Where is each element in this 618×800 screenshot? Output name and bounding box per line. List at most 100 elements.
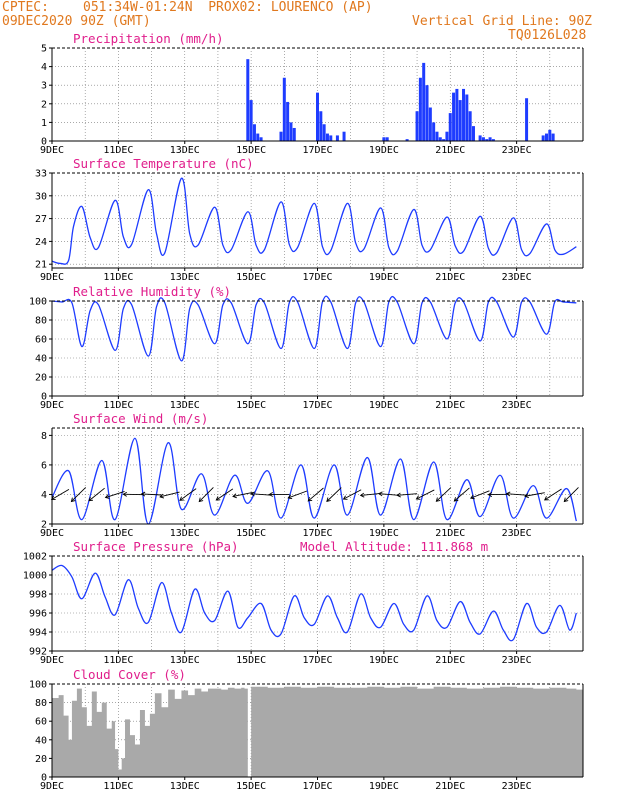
pressure-xtick-label: 23DEC (502, 655, 532, 666)
pressure-ytick-label: 1000 (23, 571, 47, 582)
wind-arrow (524, 492, 545, 497)
wind-xtick-label: 17DEC (302, 528, 332, 539)
precip-bar (246, 59, 250, 141)
wind-arrow-head (122, 491, 128, 497)
precip-bar (551, 133, 555, 141)
precip-bar (342, 131, 346, 141)
precip-bar (252, 124, 256, 141)
wind-arrow (360, 493, 381, 496)
humidity-series-line (51, 295, 577, 362)
precip-bar (488, 137, 492, 141)
cloud-cover-xtick-label: 11DEC (103, 781, 133, 792)
header-source: CPTEC: (2, 0, 49, 15)
humidity-xtick-label: 9DEC (40, 400, 64, 411)
precipitation-xtick-label: 19DEC (369, 145, 399, 156)
pressure-xtick-label: 15DEC (236, 655, 266, 666)
precipitation-xtick-label: 17DEC (302, 145, 332, 156)
pressure-panel: 992 994 996 998 1000 1002 9DEC 11DEC 13DEC 15DEC 1… (23, 539, 584, 666)
precipitation-xtick-label: 21DEC (435, 145, 465, 156)
wind-arrow-head (104, 494, 110, 499)
wind-arrow-head (396, 492, 401, 498)
wind-arrow (51, 489, 70, 500)
precip-bar (445, 131, 449, 141)
cloud-cover-title: Cloud Cover (%) (73, 667, 186, 682)
precip-bar (286, 101, 290, 141)
precip-bar (319, 111, 323, 141)
precip-bar (462, 88, 466, 141)
humidity-xtick-label: 21DEC (435, 400, 465, 411)
cloud-cover-xtick-label: 13DEC (170, 781, 200, 792)
humidity-title: Relative Humidity (%) (73, 284, 231, 299)
wind-arrow-head (543, 496, 549, 501)
humidity-xtick-label: 13DEC (170, 400, 200, 411)
precipitation-panel: 0 1 2 3 4 5 9DEC 11DEC 13DEC 15DEC 17DEC 19DEC 21DEC… (40, 31, 584, 156)
wind-arrow-head (563, 497, 569, 503)
precipitation-xtick-label: 13DEC (170, 145, 200, 156)
header-location: 051:34W-01:24N PROX02: LOURENCO (AP) (83, 0, 373, 15)
precipitation-xtick-label: 11DEC (103, 145, 133, 156)
pressure-xtick-label: 17DEC (302, 655, 332, 666)
precip-bar (438, 137, 442, 141)
precip-bar (452, 92, 456, 141)
pressure-ytick-label: 996 (29, 609, 47, 620)
precip-bar (256, 133, 260, 141)
precip-bar (428, 107, 432, 141)
wind-arrow (232, 492, 253, 497)
wind-arrow (470, 490, 490, 499)
precipitation-ytick-label: 2 (41, 99, 47, 110)
precip-bar (485, 139, 489, 141)
humidity-ytick-label: 0 (41, 392, 47, 403)
precip-bar (458, 100, 462, 141)
wind-arrow (198, 487, 214, 502)
precip-bar (385, 137, 389, 141)
wind-arrow-head (453, 497, 459, 502)
temperature-xtick-label: 17DEC (302, 272, 332, 283)
wind-arrow (141, 493, 162, 496)
wind-arrow (88, 487, 105, 502)
header-code: TQ0126L028 (508, 28, 587, 43)
precip-bar (432, 122, 436, 141)
wind-arrow-head (179, 496, 184, 501)
wind-arrow-head (326, 497, 331, 502)
cloud-cover-xtick-label: 9DEC (40, 781, 64, 792)
wind-arrow (416, 489, 435, 500)
wind-arrow-head (88, 496, 94, 502)
wind-arrow-head (268, 492, 273, 497)
wind-arrow (436, 487, 452, 502)
wind-arrow (159, 491, 180, 498)
precip-bar (325, 133, 329, 141)
humidity-panel: 0 20 40 60 80 100 9DEC 11DEC 13DEC 15DEC 17DEC 19DE… (29, 284, 584, 411)
temperature-xtick-label: 9DEC (40, 272, 64, 283)
temperature-panel: 21 24 27 30 33 9DEC 11DEC 13DEC 15DEC 17DEC 19DEC 2… (35, 156, 584, 283)
pressure-ytick-label: 994 (29, 628, 47, 639)
precip-bar (322, 124, 326, 141)
wind-arrow (216, 488, 234, 501)
precipitation-ytick-label: 5 (41, 44, 47, 55)
pressure-ytick-label: 992 (29, 647, 47, 658)
wind-arrow-head (307, 496, 313, 502)
precipitation-title: Precipitation (mm/h) (73, 31, 224, 46)
wind-arrow-head (250, 491, 255, 497)
precip-bar (478, 135, 482, 141)
cloud-cover-ytick-label: 100 (29, 680, 47, 691)
temperature-ytick-label: 30 (35, 191, 47, 202)
humidity-ytick-label: 20 (35, 373, 47, 384)
precip-bar (418, 77, 422, 141)
temperature-ytick-label: 33 (35, 169, 47, 180)
wind-arrow (288, 490, 308, 499)
cloud-cover-xtick-label: 23DEC (502, 781, 532, 792)
humidity-xtick-label: 17DEC (302, 400, 332, 411)
temperature-title: Surface Temperature (nC) (73, 156, 254, 171)
temperature-xtick-label: 21DEC (435, 272, 465, 283)
wind-arrow (343, 489, 362, 500)
wind-title: Surface Wind (m/s) (73, 411, 208, 426)
cloud-cover-xtick-label: 17DEC (302, 781, 332, 792)
precip-bar (435, 131, 439, 141)
wind-arrow-head (287, 494, 293, 500)
wind-ytick-label: 2 (41, 520, 47, 531)
wind-ytick-label: 8 (41, 431, 47, 442)
precip-bar (541, 135, 545, 141)
cloud-cover-xtick-label: 21DEC (435, 781, 465, 792)
temperature-xtick-label: 19DEC (369, 272, 399, 283)
pressure-xtick-label: 13DEC (170, 655, 200, 666)
